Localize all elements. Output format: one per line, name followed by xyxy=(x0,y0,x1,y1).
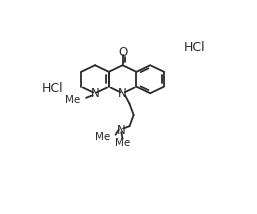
Text: N: N xyxy=(91,87,99,100)
Text: HCl: HCl xyxy=(183,41,205,54)
Text: N: N xyxy=(118,87,127,100)
Text: Me: Me xyxy=(95,132,111,142)
Text: N: N xyxy=(117,124,126,137)
Text: O: O xyxy=(118,46,127,59)
Text: Me: Me xyxy=(65,95,80,105)
Text: HCl: HCl xyxy=(42,82,64,95)
Text: Me: Me xyxy=(115,138,130,148)
